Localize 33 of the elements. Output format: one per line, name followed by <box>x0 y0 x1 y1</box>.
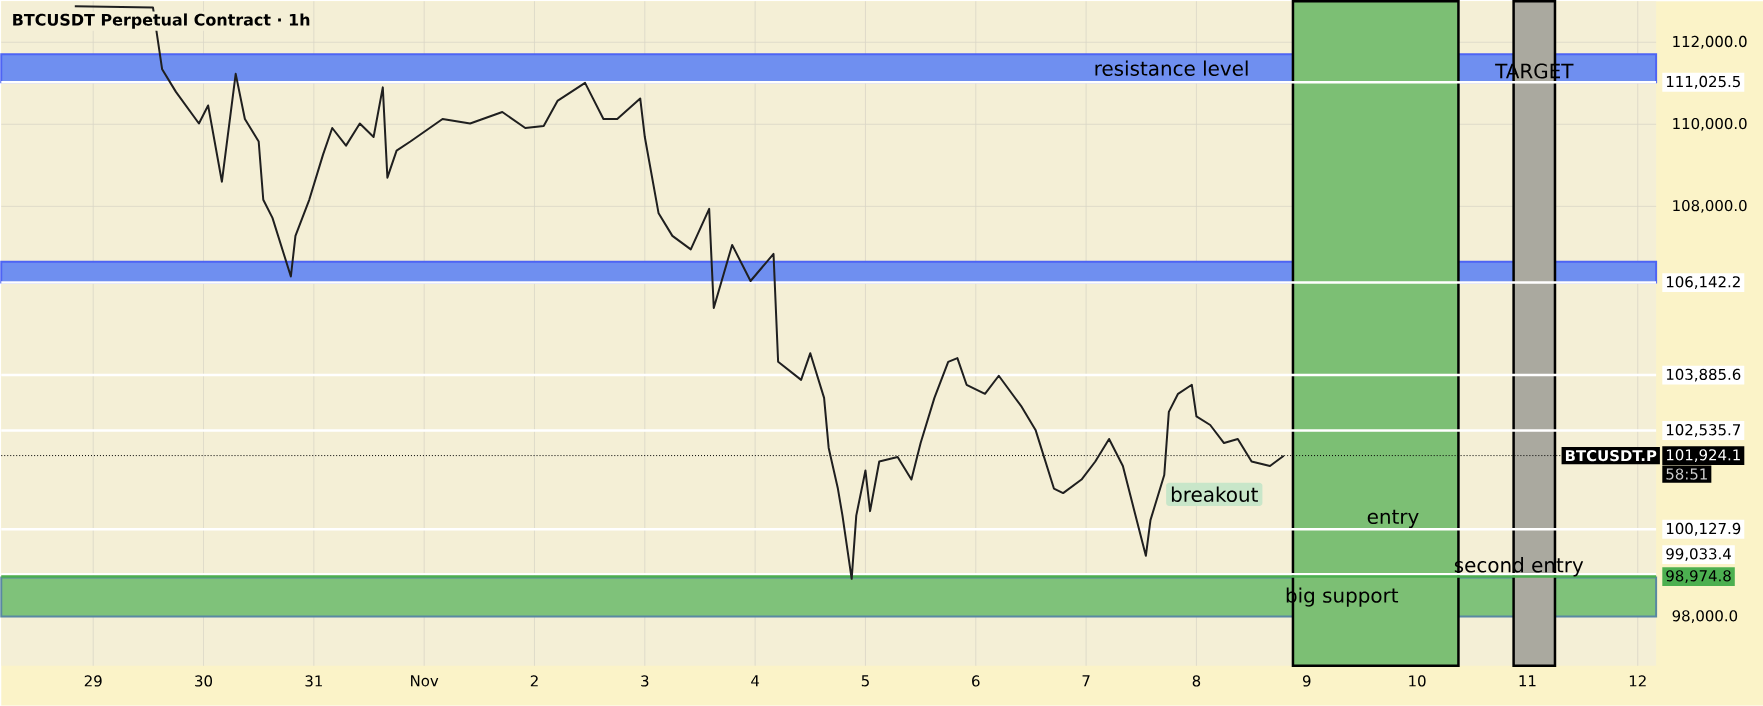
band-label: resistance level <box>1095 60 1248 77</box>
ref-line-label: 102,535.7 <box>1666 424 1741 438</box>
x-tick-label: 9 <box>1302 675 1311 687</box>
x-tick-label: 10 <box>1409 675 1426 687</box>
x-tick-label: 3 <box>641 675 649 687</box>
x-tick-label: Nov <box>411 675 439 687</box>
ref-line-label: 99,033.4 <box>1666 548 1731 562</box>
annotation: BTCUSDT.P <box>1565 450 1657 462</box>
x-tick-label: 8 <box>1192 675 1201 687</box>
y-tick-label: 98,000.0 <box>1672 610 1738 624</box>
x-tick-label: 12 <box>1629 675 1646 687</box>
ref-line-label: 98,974.8 <box>1666 570 1731 584</box>
x-tick-label: 5 <box>861 675 869 687</box>
y-tick-label: 108,000.0 <box>1673 200 1747 213</box>
y-tick-label: 110,000.0 <box>1673 118 1747 131</box>
x-tick-label: 11 <box>1519 675 1536 687</box>
y-tick-label: 112,000.0 <box>1673 35 1747 49</box>
text: BTCUSDT Perpetual Contract · 1h <box>13 13 310 29</box>
ref-line-label: 111,025.5 <box>1666 75 1740 89</box>
x-tick-label: 30 <box>195 675 213 687</box>
ref-line-label: 103,885.6 <box>1666 368 1741 382</box>
x-tick-label: 2 <box>530 675 538 687</box>
annotation: entry <box>1367 509 1419 529</box>
text: 58:51 <box>1666 468 1707 480</box>
x-tick-label: 4 <box>751 675 760 687</box>
x-tick-label: 7 <box>1082 675 1090 687</box>
x-tick-label: 29 <box>84 675 102 687</box>
x-tick-label: 6 <box>972 675 980 687</box>
ref-line-label: 106,142.2 <box>1666 276 1740 290</box>
x-tick-label: 31 <box>305 675 322 687</box>
annotation: breakout <box>1171 486 1258 503</box>
ref-line-label: 101,924.1 <box>1666 449 1740 463</box>
ref-line-label: 100,127.9 <box>1666 522 1741 536</box>
